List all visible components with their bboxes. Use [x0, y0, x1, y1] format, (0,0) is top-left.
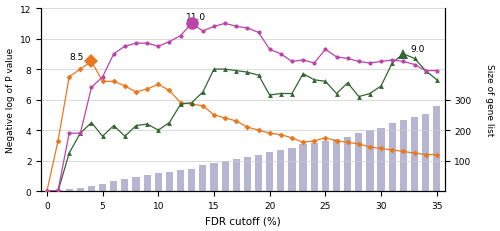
- Bar: [177, 171, 184, 191]
- Bar: [132, 177, 140, 191]
- Bar: [122, 179, 128, 191]
- Bar: [378, 128, 384, 191]
- Text: 11.0: 11.0: [186, 13, 206, 22]
- Bar: [154, 174, 162, 191]
- Bar: [76, 188, 84, 191]
- Bar: [400, 121, 407, 191]
- Bar: [422, 115, 430, 191]
- Bar: [232, 159, 240, 191]
- Bar: [188, 169, 196, 191]
- Bar: [411, 118, 418, 191]
- X-axis label: FDR cutoff (%): FDR cutoff (%): [205, 216, 281, 225]
- Bar: [88, 186, 95, 191]
- Bar: [322, 142, 329, 191]
- Bar: [244, 157, 251, 191]
- Bar: [199, 165, 206, 191]
- Bar: [66, 189, 73, 191]
- Bar: [144, 176, 151, 191]
- Bar: [255, 155, 262, 191]
- Bar: [277, 150, 284, 191]
- Bar: [300, 145, 306, 191]
- Bar: [310, 144, 318, 191]
- Bar: [222, 161, 229, 191]
- Bar: [210, 163, 218, 191]
- Bar: [166, 172, 173, 191]
- Bar: [99, 184, 106, 191]
- Bar: [366, 130, 374, 191]
- Y-axis label: Negative log of P value: Negative log of P value: [6, 48, 15, 153]
- Y-axis label: Size of gene list: Size of gene list: [486, 64, 494, 136]
- Bar: [433, 107, 440, 191]
- Bar: [333, 139, 340, 191]
- Bar: [355, 133, 362, 191]
- Bar: [344, 137, 352, 191]
- Bar: [388, 124, 396, 191]
- Text: 9.0: 9.0: [410, 45, 424, 54]
- Bar: [110, 181, 118, 191]
- Bar: [266, 152, 274, 191]
- Bar: [288, 148, 296, 191]
- Bar: [54, 190, 62, 191]
- Text: 8.5: 8.5: [69, 53, 84, 62]
